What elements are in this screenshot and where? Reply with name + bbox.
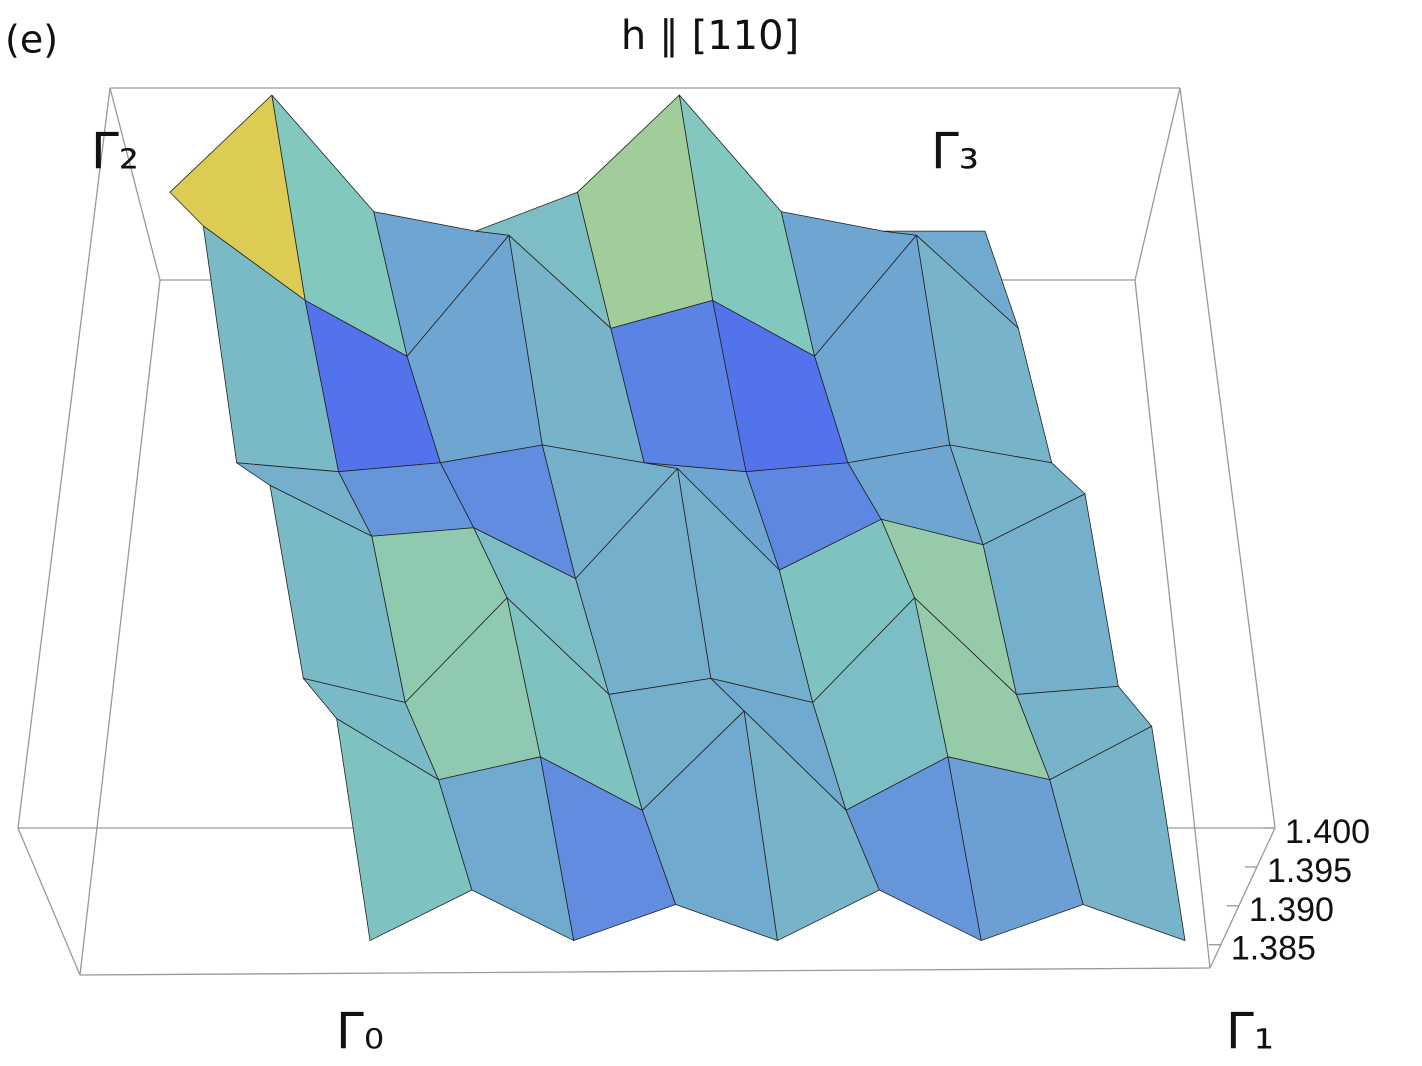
z-tick-label: 1.390 [1249,891,1334,929]
chart-title: h ∥ [110] [621,13,799,59]
z-tick-label: 1.400 [1285,813,1370,851]
corner-label: Γ₀ [336,1003,384,1061]
z-tick-label: 1.385 [1231,930,1316,968]
z-tick-label: 1.395 [1267,852,1352,890]
corner-label: Γ₃ [931,123,979,181]
corner-label: Γ₁ [1226,1003,1274,1061]
panel-label: (e) [5,18,58,62]
corner-label: Γ₂ [91,123,139,181]
surface-patch [1049,725,1186,941]
surface [169,94,1186,941]
